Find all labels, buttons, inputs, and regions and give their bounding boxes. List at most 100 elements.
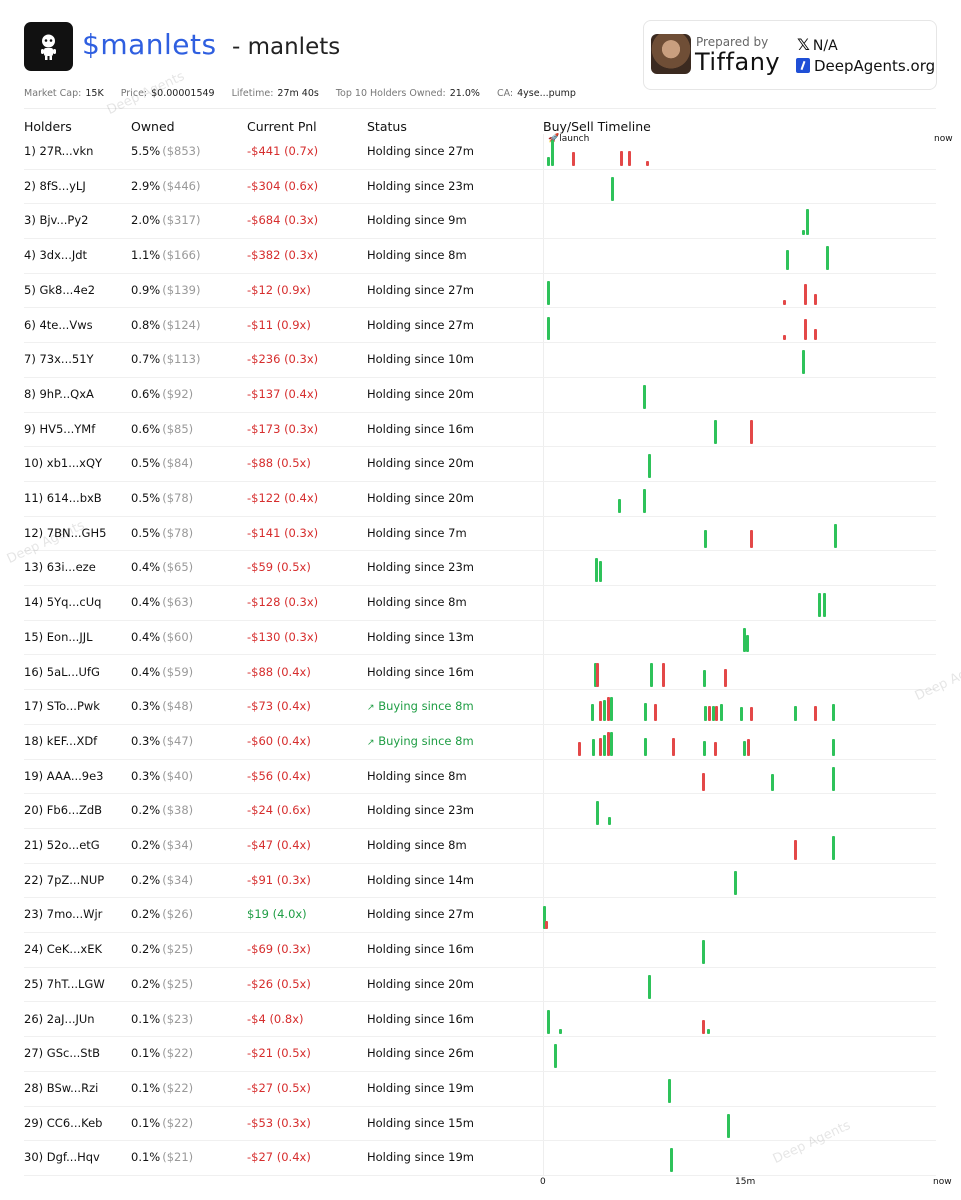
holder-row[interactable]: 15) Eon...JJL 0.4% ($60) -$130 (0.3x) Holdin… — [24, 620, 936, 656]
holder-address[interactable]: 24) CeK...xEK — [24, 942, 102, 956]
sell-marker — [783, 334, 786, 340]
holder-address[interactable]: 21) 52o...etG — [24, 838, 100, 852]
holder-address[interactable]: 9) HV5...YMf — [24, 422, 95, 436]
buy-marker — [704, 529, 708, 548]
owned-pct: 0.9% — [131, 282, 161, 297]
holder-address[interactable]: 13) 63i...eze — [24, 560, 96, 574]
holder-rank: 21) — [24, 838, 44, 852]
site-link[interactable]: DeepAgents.org — [796, 57, 935, 75]
holder-addr: 27R...vkn — [39, 144, 94, 158]
holder-row[interactable]: 7) 73x...51Y 0.7% ($113) -$236 (0.3x) Holdin… — [24, 342, 936, 378]
holder-row[interactable]: 9) HV5...YMf 0.6% ($85) -$173 (0.3x) Holding… — [24, 412, 936, 448]
owned-pct: 0.4% — [131, 629, 161, 644]
holder-address[interactable]: 6) 4te...Vws — [24, 318, 93, 332]
holder-row[interactable]: 28) BSw...Rzi 0.1% ($22) -$27 (0.5x) Holding… — [24, 1071, 936, 1107]
holder-status: Holding since 20m — [367, 456, 474, 471]
holder-row[interactable]: 27) GSc...StB 0.1% ($22) -$21 (0.5x) Holding… — [24, 1036, 936, 1072]
holder-address[interactable]: 1) 27R...vkn — [24, 144, 93, 158]
holder-owned: 0.9% ($139) — [131, 283, 200, 297]
holder-addr: Eon...JJL — [46, 629, 93, 644]
holder-address[interactable]: 23) 7mo...Wjr — [24, 907, 102, 921]
holder-row[interactable]: 2) 8fS...yLJ 2.9% ($446) -$304 (0.6x) Holdin… — [24, 169, 936, 205]
holder-address[interactable]: 25) 7hT...LGW — [24, 977, 105, 991]
buy-marker — [608, 817, 612, 826]
holder-status: Holding since 27m — [367, 144, 474, 158]
holder-rank: 20) — [24, 803, 44, 818]
holder-addr: 9hP...QxA — [39, 386, 94, 401]
holder-row[interactable]: 24) CeK...xEK 0.2% ($25) -$69 (0.3x) Holding… — [24, 932, 936, 968]
owned-pct: 0.7% — [131, 352, 161, 367]
token-logo — [24, 22, 73, 71]
holder-address[interactable]: 29) CC6...Keb — [24, 1116, 102, 1130]
holder-address[interactable]: 30) Dgf...Hqv — [24, 1150, 100, 1164]
holder-address[interactable]: 27) GSc...StB — [24, 1046, 100, 1060]
holder-row[interactable]: 22) 7pZ...NUP 0.2% ($34) -$91 (0.3x) Holding… — [24, 863, 936, 899]
holder-address[interactable]: 16) 5aL...UfG — [24, 665, 100, 679]
holder-address[interactable]: 28) BSw...Rzi — [24, 1081, 98, 1095]
holder-address[interactable]: 20) Fb6...ZdB — [24, 803, 102, 817]
holder-rank: 4) — [24, 248, 36, 263]
holder-row[interactable]: 25) 7hT...LGW 0.2% ($25) -$26 (0.5x) Holding… — [24, 967, 936, 1003]
holder-row[interactable]: 1) 27R...vkn 5.5% ($853) -$441 (0.7x) Holdin… — [24, 134, 936, 170]
holder-row[interactable]: 13) 63i...eze 0.4% ($65) -$59 (0.5x) Holding… — [24, 550, 936, 587]
holder-address[interactable]: 17) STo...Pwk — [24, 699, 100, 713]
holder-address[interactable]: 10) xb1...xQY — [24, 456, 102, 470]
holder-row[interactable]: 16) 5aL...UfG 0.4% ($59) -$88 (0.4x) Holding… — [24, 655, 936, 691]
holder-address[interactable]: 2) 8fS...yLJ — [24, 179, 86, 193]
owned-usd: ($166) — [162, 248, 201, 263]
holder-address[interactable]: 14) 5Yq...cUq — [24, 595, 101, 609]
buy-marker — [703, 669, 706, 687]
holder-row[interactable]: 26) 2aJ...JUn 0.1% ($23) -$4 (0.8x) Holding … — [24, 1002, 936, 1038]
holder-row[interactable]: 29) CC6...Keb 0.1% ($22) -$53 (0.3x) Holding… — [24, 1106, 936, 1142]
holder-row[interactable]: 12) 7BN...GH5 0.5% ($78) -$141 (0.3x) Holdin… — [24, 516, 936, 552]
holder-address[interactable]: 12) 7BN...GH5 — [24, 526, 106, 540]
buy-marker — [801, 230, 805, 236]
holder-address[interactable]: 15) Eon...JJL — [24, 630, 93, 644]
sell-marker — [645, 161, 649, 166]
holder-addr: 614...bxB — [46, 491, 102, 505]
owned-usd: ($124) — [162, 317, 201, 332]
holder-row[interactable]: 6) 4te...Vws 0.8% ($124) -$11 (0.9x) Holding… — [24, 308, 936, 344]
contract-address-stat[interactable]: CA: 4yse...pump — [496, 88, 576, 99]
holder-address[interactable]: 7) 73x...51Y — [24, 352, 94, 366]
holder-row[interactable]: 20) Fb6...ZdB 0.2% ($38) -$24 (0.6x) Holding… — [24, 793, 936, 829]
holder-address[interactable]: 3) Bjv...Py2 — [24, 213, 89, 227]
holder-row[interactable]: 30) Dgf...Hqv 0.1% ($21) -$27 (0.4x) Holding… — [24, 1140, 936, 1176]
buy-marker — [593, 662, 597, 687]
holder-owned: 0.5% ($78) — [131, 526, 193, 540]
holder-row[interactable]: 3) Bjv...Py2 2.0% ($317) -$684 (0.3x) Holdin… — [24, 203, 936, 240]
buy-marker — [701, 940, 705, 965]
holder-row[interactable]: 11) 614...bxB 0.5% ($78) -$122 (0.4x) Holdin… — [24, 481, 936, 517]
holder-row[interactable]: 10) xb1...xQY 0.5% ($84) -$88 (0.5x) Holding… — [24, 446, 936, 482]
holder-address[interactable]: 4) 3dx...Jdt — [24, 248, 87, 262]
holder-pnl: -$382 (0.3x) — [247, 248, 319, 263]
holder-addr: 5Yq...cUq — [46, 595, 102, 610]
holder-addr: 7BN...GH5 — [46, 525, 107, 540]
x-link[interactable]: 𝕏 N/A — [797, 35, 838, 54]
holder-row[interactable]: 18) kEF...XDf 0.3% ($47) -$60 (0.4x) ↗ Buyin… — [24, 724, 936, 760]
buy-marker — [644, 737, 648, 756]
price-stat: Price: $0.00001549 — [120, 88, 215, 99]
owned-pct: 0.2% — [131, 907, 161, 922]
buy-marker — [832, 738, 836, 756]
holder-row[interactable]: 5) Gk8...4e2 0.9% ($139) -$12 (0.9x) Holding… — [24, 273, 936, 309]
holder-address[interactable]: 22) 7pZ...NUP — [24, 873, 104, 887]
holder-row[interactable]: 23) 7mo...Wjr 0.2% ($26) $19 (4.0x) Holding … — [24, 897, 936, 934]
holder-row[interactable]: 4) 3dx...Jdt 1.1% ($166) -$382 (0.3x) Holdin… — [24, 238, 936, 274]
owned-usd: ($63) — [162, 595, 194, 610]
holder-row[interactable]: 17) STo...Pwk 0.3% ($48) -$73 (0.4x) ↗ Buyin… — [24, 689, 936, 725]
holder-row[interactable]: 19) AAA...9e3 0.3% ($40) -$56 (0.4x) Holding… — [24, 759, 936, 795]
holder-row[interactable]: 8) 9hP...QxA 0.6% ($92) -$137 (0.4x) Holding… — [24, 377, 936, 413]
holder-address[interactable]: 26) 2aJ...JUn — [24, 1012, 95, 1026]
holder-row[interactable]: 14) 5Yq...cUq 0.4% ($63) -$128 (0.3x) Holdin… — [24, 585, 936, 621]
sell-marker — [783, 299, 786, 305]
holder-address[interactable]: 19) AAA...9e3 — [24, 769, 104, 783]
buy-marker — [707, 1028, 710, 1034]
holder-status: Holding since 16m — [367, 664, 474, 679]
holder-row[interactable]: 21) 52o...etG 0.2% ($34) -$47 (0.4x) Holding… — [24, 828, 936, 864]
owned-usd: ($26) — [162, 907, 194, 922]
holder-address[interactable]: 11) 614...bxB — [24, 491, 102, 505]
holder-address[interactable]: 18) kEF...XDf — [24, 734, 97, 748]
holder-address[interactable]: 5) Gk8...4e2 — [24, 283, 95, 297]
holder-address[interactable]: 8) 9hP...QxA — [24, 387, 94, 401]
